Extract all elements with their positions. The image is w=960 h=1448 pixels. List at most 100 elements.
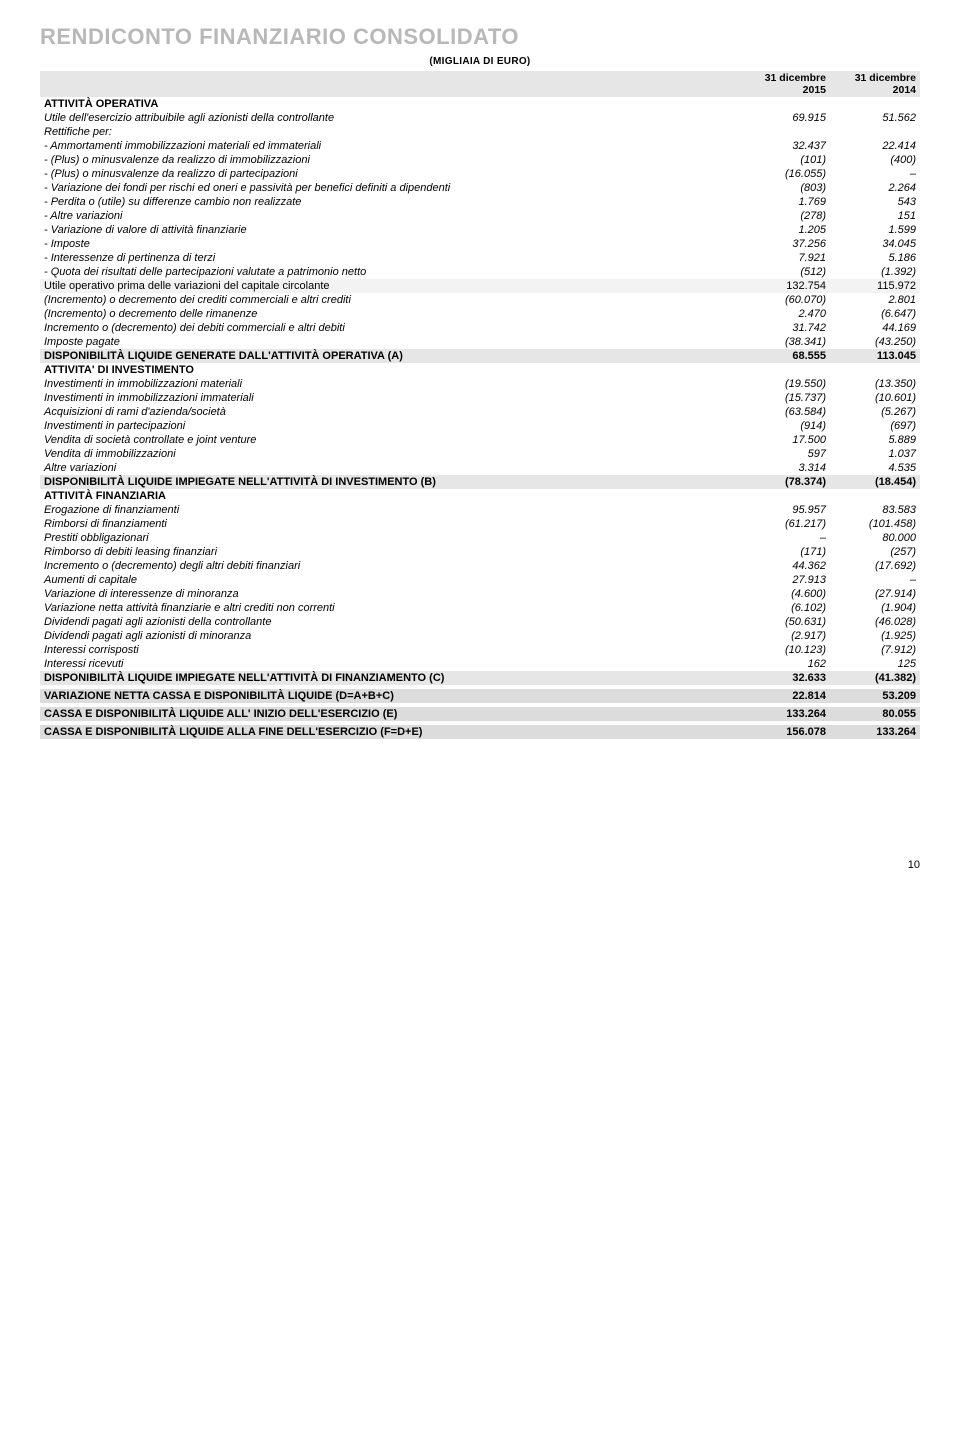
table-header-row: 31 dicembre 201531 dicembre 2014 — [40, 71, 920, 97]
row-label: Rettifiche per: — [40, 125, 740, 139]
row-value-2015: (63.584) — [740, 405, 830, 419]
row-value-2015: (2.917) — [740, 629, 830, 643]
row-value-2014: (697) — [830, 419, 920, 433]
row-label: (Incremento) o decremento delle rimanenz… — [40, 307, 740, 321]
row-label: Altre variazioni — [40, 461, 740, 475]
row-value-2015: 156.078 — [740, 725, 830, 739]
row-value-2014: (27.914) — [830, 587, 920, 601]
row-value-2015: (803) — [740, 181, 830, 195]
table-row: Investimenti in immobilizzazioni materia… — [40, 377, 920, 391]
cashflow-table: 31 dicembre 201531 dicembre 2014ATTIVITÀ… — [40, 71, 920, 739]
row-value-2014: – — [830, 573, 920, 587]
row-value-2014: 1.599 — [830, 223, 920, 237]
row-value-2014: 53.209 — [830, 689, 920, 703]
row-label: Imposte pagate — [40, 335, 740, 349]
table-row: Variazione di interessenze di minoranza(… — [40, 587, 920, 601]
row-value-2015: (15.737) — [740, 391, 830, 405]
row-value-2015: (10.123) — [740, 643, 830, 657]
row-value-2015: (512) — [740, 265, 830, 279]
row-value-2015: (16.055) — [740, 167, 830, 181]
row-label: DISPONIBILITÀ LIQUIDE IMPIEGATE NELL'ATT… — [40, 475, 740, 489]
table-row: VARIAZIONE NETTA CASSA E DISPONIBILITÀ L… — [40, 689, 920, 703]
table-row: Incremento o (decremento) dei debiti com… — [40, 321, 920, 335]
row-value-2014: 151 — [830, 209, 920, 223]
row-label: - Perdita o (utile) su differenze cambio… — [40, 195, 740, 209]
row-value-2014: (18.454) — [830, 475, 920, 489]
row-label: DISPONIBILITÀ LIQUIDE GENERATE DALL'ATTI… — [40, 349, 740, 363]
row-label: Rimborsi di finanziamenti — [40, 517, 740, 531]
row-label: Rimborso di debiti leasing finanziari — [40, 545, 740, 559]
table-row: Rimborso di debiti leasing finanziari(17… — [40, 545, 920, 559]
table-row: Variazione netta attività finanziarie e … — [40, 601, 920, 615]
row-value-2015: 27.913 — [740, 573, 830, 587]
table-row: (Incremento) o decremento dei crediti co… — [40, 293, 920, 307]
table-row: Dividendi pagati agli azionisti della co… — [40, 615, 920, 629]
row-label: - Altre variazioni — [40, 209, 740, 223]
table-row: Aumenti di capitale27.913– — [40, 573, 920, 587]
row-label: Investimenti in immobilizzazioni immater… — [40, 391, 740, 405]
row-value-2014 — [830, 97, 920, 111]
row-value-2014 — [830, 125, 920, 139]
row-label: Utile operativo prima delle variazioni d… — [40, 279, 740, 293]
table-row: ATTIVITÀ OPERATIVA — [40, 97, 920, 111]
row-label: Investimenti in partecipazioni — [40, 419, 740, 433]
table-row: - Imposte37.25634.045 — [40, 237, 920, 251]
row-value-2015: (61.217) — [740, 517, 830, 531]
table-row: - Variazione dei fondi per rischi ed one… — [40, 181, 920, 195]
row-value-2014: – — [830, 167, 920, 181]
table-row: DISPONIBILITÀ LIQUIDE GENERATE DALL'ATTI… — [40, 349, 920, 363]
table-row: - Altre variazioni(278)151 — [40, 209, 920, 223]
table-row: Vendita di società controllate e joint v… — [40, 433, 920, 447]
row-label: - Variazione di valore di attività finan… — [40, 223, 740, 237]
row-label: Vendita di immobilizzazioni — [40, 447, 740, 461]
table-row: Rettifiche per: — [40, 125, 920, 139]
row-value-2014: 2.264 — [830, 181, 920, 195]
row-label: ATTIVITA' DI INVESTIMENTO — [40, 363, 740, 377]
row-value-2015: (4.600) — [740, 587, 830, 601]
row-value-2014: (43.250) — [830, 335, 920, 349]
row-value-2014: 5.889 — [830, 433, 920, 447]
col-2015: 31 dicembre 2015 — [740, 71, 830, 97]
row-value-2014: 543 — [830, 195, 920, 209]
table-row: DISPONIBILITÀ LIQUIDE IMPIEGATE NELL'ATT… — [40, 475, 920, 489]
row-value-2014: (1.392) — [830, 265, 920, 279]
row-label: - (Plus) o minusvalenze da realizzo di i… — [40, 153, 740, 167]
row-value-2014: 51.562 — [830, 111, 920, 125]
table-row: Investimenti in immobilizzazioni immater… — [40, 391, 920, 405]
row-label: Aumenti di capitale — [40, 573, 740, 587]
row-value-2015: (278) — [740, 209, 830, 223]
row-value-2014: 80.055 — [830, 707, 920, 721]
table-row: Investimenti in partecipazioni(914)(697) — [40, 419, 920, 433]
table-row: - (Plus) o minusvalenze da realizzo di p… — [40, 167, 920, 181]
row-value-2015: 32.437 — [740, 139, 830, 153]
table-row: Prestiti obbligazionari–80.000 — [40, 531, 920, 545]
row-value-2015: 1.205 — [740, 223, 830, 237]
row-label: ATTIVITÀ FINANZIARIA — [40, 489, 740, 503]
row-label: Incremento o (decremento) degli altri de… — [40, 559, 740, 573]
page-subtitle: (MIGLIAIA DI EURO) — [40, 56, 920, 67]
table-row: - (Plus) o minusvalenze da realizzo di i… — [40, 153, 920, 167]
row-value-2014: 83.583 — [830, 503, 920, 517]
table-row: (Incremento) o decremento delle rimanenz… — [40, 307, 920, 321]
row-label: Interessi corrisposti — [40, 643, 740, 657]
row-value-2014: 2.801 — [830, 293, 920, 307]
row-value-2015: 37.256 — [740, 237, 830, 251]
page-number: 10 — [40, 859, 920, 871]
row-value-2015: (38.341) — [740, 335, 830, 349]
row-label: Prestiti obbligazionari — [40, 531, 740, 545]
row-value-2015: 68.555 — [740, 349, 830, 363]
row-label: ATTIVITÀ OPERATIVA — [40, 97, 740, 111]
row-label: VARIAZIONE NETTA CASSA E DISPONIBILITÀ L… — [40, 689, 740, 703]
row-value-2015: (101) — [740, 153, 830, 167]
row-value-2015: (50.631) — [740, 615, 830, 629]
table-row: Erogazione di finanziamenti95.95783.583 — [40, 503, 920, 517]
row-label: CASSA E DISPONIBILITÀ LIQUIDE ALL' INIZI… — [40, 707, 740, 721]
row-value-2014: 80.000 — [830, 531, 920, 545]
row-value-2015: 44.362 — [740, 559, 830, 573]
row-value-2015: (914) — [740, 419, 830, 433]
row-value-2015 — [740, 489, 830, 503]
row-value-2015: 2.470 — [740, 307, 830, 321]
row-value-2015: 95.957 — [740, 503, 830, 517]
row-label: - Ammortamenti immobilizzazioni material… — [40, 139, 740, 153]
row-value-2015: 31.742 — [740, 321, 830, 335]
